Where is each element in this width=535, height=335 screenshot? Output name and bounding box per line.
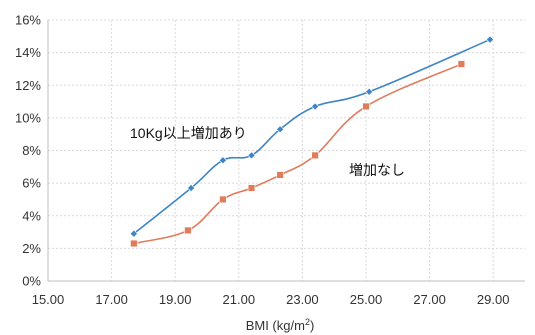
data-point-square: [184, 226, 192, 235]
x-tick-label: 17.00: [95, 292, 128, 307]
x-tick-label: 21.00: [223, 292, 256, 307]
data-point-diamond: [247, 151, 256, 160]
x-axis-title: BMI (kg/m2): [246, 317, 315, 333]
data-point-diamond: [276, 125, 285, 134]
markers: [129, 35, 495, 248]
x-axis-title-superscript: 2: [305, 317, 310, 327]
y-tick-label: 0%: [22, 274, 41, 289]
data-point-square: [247, 184, 256, 192]
series-label-weight-gain: 10Kg以上増加あり: [130, 125, 247, 141]
x-tick-label: 27.00: [413, 292, 446, 307]
data-point-square: [311, 151, 319, 160]
x-axis-title-close: ): [310, 318, 314, 333]
labels: 10Kg以上増加あり 増加なし BMI (kg/m2): [130, 125, 405, 333]
x-tick-label: 25.00: [350, 292, 383, 307]
data-point-diamond: [311, 102, 320, 111]
x-tick-label: 29.00: [477, 292, 510, 307]
data-point-diamond: [218, 156, 227, 165]
axes: 0% 2% 4% 6% 8% 10% 12% 14% 16% 15.00 17.00 19.00 21.…: [15, 13, 525, 307]
y-tick-label: 12%: [15, 78, 41, 93]
y-tick-label: 10%: [15, 110, 41, 125]
data-point-square: [457, 60, 466, 68]
grid: [48, 19, 525, 281]
y-tick-label: 2%: [22, 241, 41, 256]
data-point-diamond: [485, 35, 495, 44]
series-line-0: [133, 38, 491, 235]
data-point-square: [219, 195, 227, 204]
y-tick-label: 4%: [22, 208, 41, 223]
series-line-1: [133, 63, 462, 245]
y-tick-label: 8%: [22, 143, 41, 158]
x-tick-label: 15.00: [32, 292, 65, 307]
y-tick-label: 6%: [22, 176, 41, 191]
series-label-no-gain: 増加なし: [349, 162, 405, 178]
series: [133, 38, 491, 245]
data-point-diamond: [129, 229, 138, 238]
x-tick-label: 19.00: [159, 292, 192, 307]
data-point-square: [130, 239, 138, 248]
data-point-square: [276, 171, 284, 179]
data-point-square: [362, 102, 370, 111]
y-tick-label: 14%: [15, 45, 41, 60]
y-tick-label: 16%: [15, 13, 41, 28]
data-point-diamond: [365, 87, 374, 96]
x-axis-title-main: BMI (kg/m: [246, 318, 305, 333]
x-tick-label: 23.00: [286, 292, 319, 307]
data-point-diamond: [187, 183, 196, 193]
